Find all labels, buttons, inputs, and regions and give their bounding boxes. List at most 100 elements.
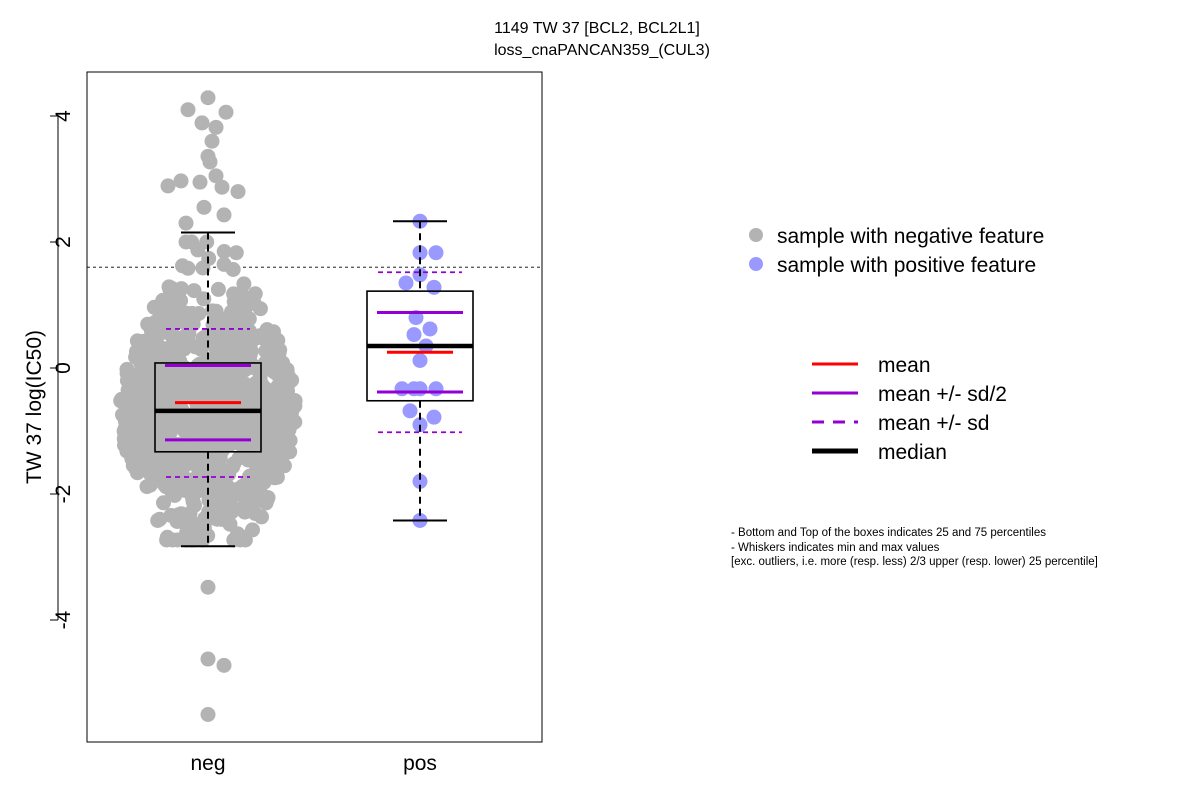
neg-outlier-point bbox=[178, 215, 194, 231]
pos-point bbox=[428, 381, 444, 397]
neg-point bbox=[272, 454, 288, 470]
neg-point bbox=[125, 458, 141, 473]
neg-point bbox=[236, 276, 252, 292]
neg-point bbox=[144, 323, 159, 339]
neg-point bbox=[191, 464, 207, 480]
neg-point bbox=[214, 382, 230, 398]
neg-point bbox=[213, 474, 229, 490]
x-axis: neg pos bbox=[190, 752, 436, 775]
neg-outlier-point bbox=[214, 179, 230, 195]
neg-point bbox=[216, 244, 232, 259]
neg-point bbox=[271, 390, 287, 406]
legend-marker-negative bbox=[749, 228, 763, 242]
neg-point bbox=[228, 245, 244, 261]
neg-point bbox=[196, 291, 212, 307]
notes: - Bottom and Top of the boxes indicates … bbox=[731, 527, 1098, 568]
neg-point bbox=[186, 283, 202, 299]
neg-outlier-point bbox=[194, 115, 210, 131]
neg-point bbox=[190, 242, 206, 258]
neg-point bbox=[165, 371, 181, 386]
neg-point bbox=[207, 310, 223, 326]
pos-point bbox=[406, 327, 422, 343]
pos-point bbox=[426, 279, 442, 295]
neg-point bbox=[258, 343, 274, 359]
neg-point bbox=[200, 438, 216, 454]
neg-outlier-point bbox=[200, 651, 216, 667]
legend-label-positive: sample with positive feature bbox=[777, 254, 1036, 277]
neg-point bbox=[187, 497, 202, 513]
neg-outlier-point bbox=[208, 168, 224, 184]
neg-point bbox=[157, 419, 173, 435]
neg-point bbox=[224, 411, 240, 427]
neg-point bbox=[125, 380, 141, 396]
neg-point bbox=[222, 425, 238, 441]
chart-subtitle: loss_cnaPANCAN359_(CUL3) bbox=[494, 42, 710, 59]
neg-point bbox=[164, 284, 179, 300]
neg-point bbox=[226, 379, 242, 395]
neg-box bbox=[154, 362, 262, 453]
neg-point bbox=[213, 496, 229, 512]
neg-point bbox=[209, 511, 225, 527]
neg-point bbox=[152, 511, 168, 527]
pos-point bbox=[398, 275, 414, 291]
neg-point bbox=[252, 369, 268, 385]
neg-point bbox=[259, 424, 275, 440]
neg-point bbox=[227, 486, 242, 502]
pos-point bbox=[426, 409, 442, 425]
y-tick-label: 4 bbox=[52, 110, 75, 122]
neg-point bbox=[166, 341, 182, 356]
neg-outlier-point bbox=[202, 154, 218, 170]
neg-outlier-point bbox=[218, 104, 234, 120]
legend-label-sd: mean +/- sd bbox=[878, 412, 989, 435]
neg-point bbox=[144, 344, 160, 360]
neg-point bbox=[119, 418, 135, 434]
pos-point bbox=[412, 245, 428, 261]
neg-point bbox=[158, 296, 174, 312]
y-tick-label: 2 bbox=[52, 236, 75, 248]
note-line-1: - Bottom and Top of the boxes indicates … bbox=[731, 527, 1046, 539]
neg-point bbox=[187, 308, 203, 323]
neg-point bbox=[269, 469, 285, 485]
neg-point bbox=[156, 475, 172, 491]
neg-point bbox=[168, 392, 184, 408]
neg-point bbox=[216, 256, 232, 272]
y-axis: -4 -2 0 2 4 bbox=[50, 110, 75, 629]
neg-outlier-point bbox=[200, 90, 216, 106]
pos-point bbox=[428, 245, 444, 261]
neg-outlier-point bbox=[230, 184, 246, 200]
note-line-2: - Whiskers indicates min and max values bbox=[731, 542, 940, 554]
note-line-3: [exc. outliers, i.e. more (resp. less) 2… bbox=[731, 556, 1098, 568]
legend-label-sd-half: mean +/- sd/2 bbox=[878, 383, 1007, 406]
neg-point bbox=[238, 300, 253, 316]
neg-point bbox=[275, 438, 291, 454]
legend-label-mean: mean bbox=[878, 354, 931, 377]
legend-label-negative: sample with negative feature bbox=[777, 225, 1044, 248]
neg-outlier-point bbox=[216, 657, 232, 673]
neg-point bbox=[163, 461, 179, 477]
points-layer bbox=[113, 90, 444, 722]
y-tick-label: -4 bbox=[52, 610, 75, 629]
neg-point bbox=[205, 331, 221, 347]
neg-outlier-point bbox=[200, 707, 216, 722]
pos-point bbox=[412, 352, 428, 368]
pos-point bbox=[412, 417, 428, 433]
neg-outlier-point bbox=[204, 133, 220, 149]
neg-point bbox=[224, 304, 239, 320]
neg-point bbox=[132, 399, 148, 415]
neg-point bbox=[192, 382, 208, 398]
neg-point bbox=[237, 504, 253, 520]
neg-point bbox=[240, 491, 256, 507]
neg-point bbox=[163, 507, 179, 523]
neg-point bbox=[210, 281, 226, 297]
neg-point bbox=[150, 464, 166, 480]
neg-point bbox=[254, 509, 269, 525]
neg-point bbox=[275, 423, 291, 438]
neg-point bbox=[142, 424, 158, 440]
neg-point bbox=[251, 384, 267, 400]
y-tick-label: -2 bbox=[52, 485, 75, 504]
legend: sample with negative feature sample with… bbox=[749, 225, 1044, 464]
neg-point bbox=[200, 419, 216, 435]
neg-point bbox=[156, 495, 171, 511]
neg-outlier-point bbox=[180, 102, 196, 118]
